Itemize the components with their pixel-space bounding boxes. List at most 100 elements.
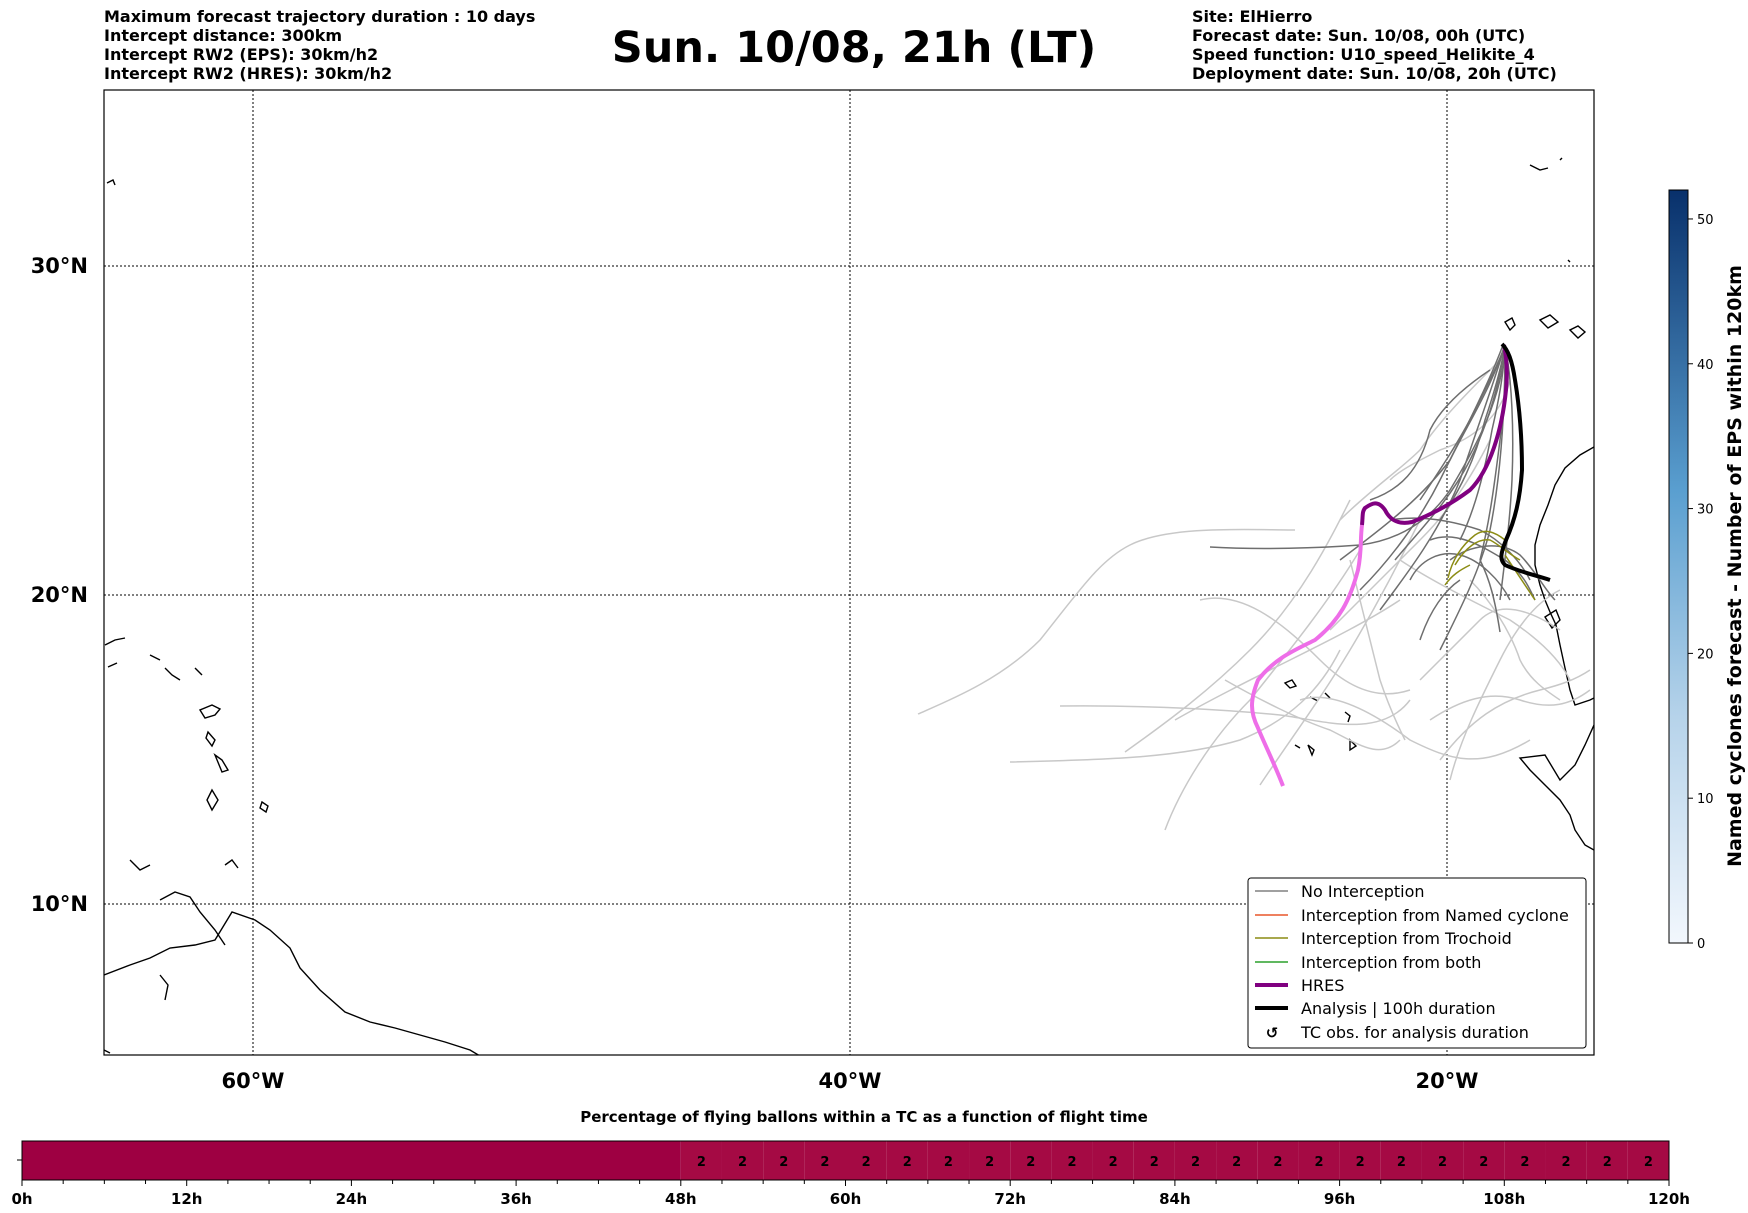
time-bar-tick-label: 60h [830,1190,862,1208]
legend-label-trochoid: Interception from Trochoid [1301,929,1512,948]
time-bar-cell-value: 2 [1026,1155,1035,1170]
legend-label-hres: HRES [1301,976,1344,995]
time-bar-cells: 2 2 2 2 2 2 2 2 2 2 2 2 2 2 2 2 2 2 2 2 2 2 2 2 [22,1141,1669,1180]
time-bar-cell-value: 2 [1356,1155,1365,1170]
colorbar-tick-label: 20 [1697,647,1714,662]
time-bar-tick-label: 48h [665,1190,697,1208]
colorbar-tick-label: 50 [1697,213,1714,228]
time-bar-cell [721,1141,764,1180]
eps-trajectories-light [917,359,1591,831]
time-bar-cell [886,1141,928,1180]
colorbar-tick-label: 40 [1697,358,1714,373]
lon-label-60w: 60°W [222,1069,285,1093]
time-bar-cell [1133,1141,1175,1180]
time-bar-cell-value: 2 [1603,1155,1612,1170]
legend-label-analysis: Analysis | 100h duration [1301,999,1496,1018]
legend-label-named-cyclone: Interception from Named cyclone [1301,906,1569,925]
time-bar-cell-value: 2 [1397,1155,1406,1170]
time-bar-cell-value: 2 [1520,1155,1529,1170]
lat-label-20n: 20°N [31,583,88,607]
header-intercept-distance: Intercept distance: 300km [104,26,343,45]
time-bar-cell-value: 2 [1109,1155,1118,1170]
trochoid-interception-trajectories [1444,530,1536,601]
time-bar-cell [927,1141,970,1180]
colorbar-tick-label: 30 [1697,503,1714,518]
header-forecast-date: Forecast date: Sun. 10/08, 00h (UTC) [1192,26,1526,45]
time-bar-cell-value: 2 [862,1155,871,1170]
header-speed-function: Speed function: U10_speed_Helikite_4 [1192,45,1535,64]
time-bar-cell-value: 2 [697,1155,706,1170]
time-bar-tick-label: 24h [336,1190,368,1208]
time-bar-cell [680,1141,722,1180]
header-site: Site: ElHierro [1192,7,1313,26]
time-bar-cell-value: 2 [1232,1155,1241,1170]
lat-label-30n: 30°N [31,254,88,278]
time-bar-cell-value: 2 [1150,1155,1159,1170]
time-bar: 2 2 2 2 2 2 2 2 2 2 2 2 2 2 2 2 2 2 2 2 2 2 2 2 0h 12h 24h 36h 48h 6… [11,1140,1690,1208]
time-bar-cell [969,1141,1011,1180]
colorbar-gradient [1668,189,1689,944]
time-bar-cell-value: 2 [1644,1155,1653,1170]
time-bar-cell [845,1141,887,1180]
time-bar-cell [1504,1141,1546,1180]
header-max-duration: Maximum forecast trajectory duration : 1… [104,7,536,26]
legend-box [1247,877,1587,1049]
time-bar-cell [1463,1141,1505,1180]
time-bar-cell-value: 2 [944,1155,953,1170]
time-bar-tick-label: 36h [500,1190,532,1208]
time-bar-cell-value: 2 [1191,1155,1200,1170]
time-bar-cell [1545,1141,1587,1180]
time-bar-cell-value: 2 [1562,1155,1571,1170]
header-deployment-date: Deployment date: Sun. 10/08, 20h (UTC) [1192,64,1557,83]
colorbar: 0 10 20 30 40 50 Named cyclones forecast - Nu… [1668,189,1746,952]
time-bar-cell [1298,1141,1340,1180]
time-bar-cell-value: 2 [903,1155,912,1170]
time-bar-tick-label: 108h [1483,1190,1525,1208]
analysis-trajectory [1499,342,1551,582]
time-bar-cell [1380,1141,1422,1180]
time-bar-cell-value: 2 [1438,1155,1447,1170]
colorbar-ticks: 0 10 20 30 40 50 [1688,213,1714,952]
time-bar-cell [1051,1141,1093,1180]
page-title: Sun. 10/08, 21h (LT) [611,23,1097,73]
time-bar-cell-value: 2 [1314,1155,1323,1170]
legend: No Interception Interception from Named … [1247,877,1587,1049]
tc-obs-marker-icon: ↺ [1266,1024,1279,1042]
time-bar-empty-segment [22,1141,681,1180]
time-bar-tick-label: 12h [171,1190,203,1208]
lon-label-20w: 20°W [1416,1069,1479,1093]
gridlines [104,90,1594,1055]
time-bar-cell [1421,1141,1464,1180]
time-bar-cell [1586,1141,1628,1180]
time-bar-tick-label: 96h [1324,1190,1356,1208]
time-bar-tick-label: 0h [11,1190,32,1208]
time-bar-cell [1216,1141,1258,1180]
time-bar-cell-value: 2 [985,1155,994,1170]
time-bar-cell-value: 2 [1067,1155,1076,1170]
time-bar-tick-label: 84h [1159,1190,1191,1208]
colorbar-tick-label: 10 [1697,792,1714,807]
time-bar-ticks: 0h 12h 24h 36h 48h 60h 72h 84h 96h 108h 120h [11,1180,1690,1208]
legend-label-tc-obs: TC obs. for analysis duration [1300,1023,1529,1042]
colorbar-label: Named cyclones forecast - Number of EPS … [1724,265,1746,867]
time-bar-cell-value: 2 [1479,1155,1488,1170]
time-bar-tick-label: 120h [1648,1190,1690,1208]
lat-label-10n: 10°N [31,892,88,916]
legend-label-no-interception: No Interception [1301,882,1425,901]
time-bar-cell [1092,1141,1134,1180]
time-bar-cell [1174,1141,1217,1180]
time-bar-cell [763,1141,805,1180]
legend-label-both: Interception from both [1301,953,1481,972]
time-bar-tick-label: 72h [994,1190,1026,1208]
time-bar-cell [804,1141,846,1180]
time-bar-cell-value: 2 [1273,1155,1282,1170]
lon-label-40w: 40°W [819,1069,882,1093]
time-bar-title: Percentage of flying ballons within a TC… [580,1108,1148,1126]
time-bar-cell-value: 2 [779,1155,788,1170]
time-bar-cell-value: 2 [738,1155,747,1170]
colorbar-tick-label: 0 [1697,937,1705,952]
time-bar-cell [1627,1141,1669,1180]
coastlines [104,157,1594,1055]
header-intercept-eps: Intercept RW2 (EPS): 30km/h2 [104,45,379,64]
